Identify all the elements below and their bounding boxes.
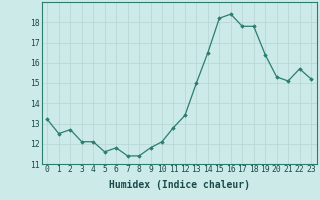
X-axis label: Humidex (Indice chaleur): Humidex (Indice chaleur) [109,180,250,190]
